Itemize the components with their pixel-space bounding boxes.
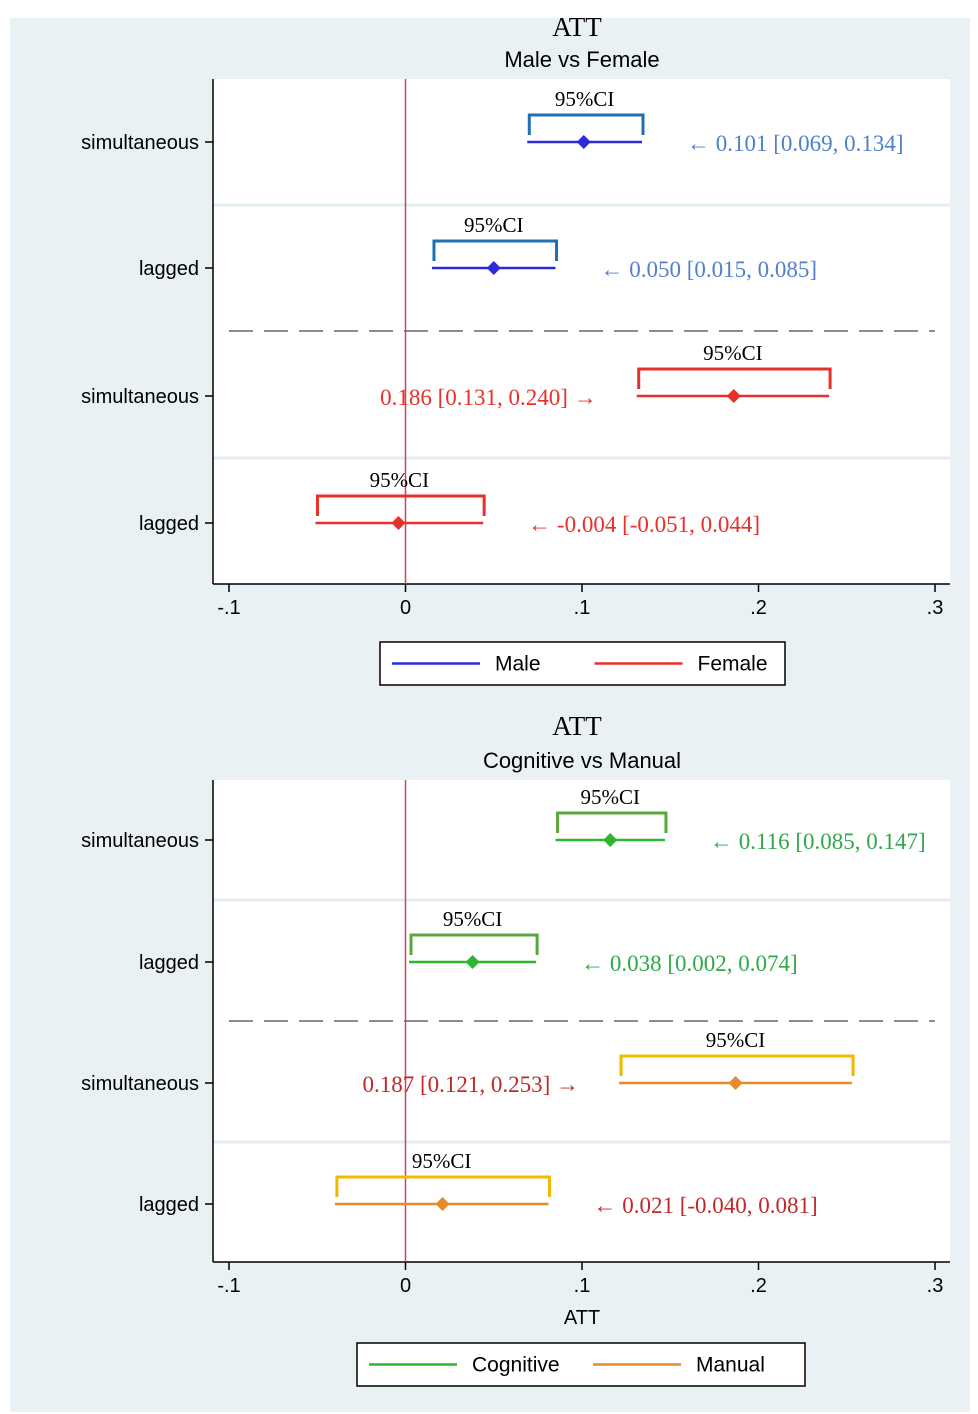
estimate-annotation: ← 0.038 [0.002, 0.074] bbox=[581, 951, 798, 976]
x-tick-label: .1 bbox=[574, 1275, 591, 1297]
x-axis-label: ATT bbox=[564, 1307, 600, 1329]
ci-bracket-label: 95%CI bbox=[412, 1149, 472, 1173]
y-tick-label: simultaneous bbox=[81, 386, 199, 408]
ci-bracket bbox=[527, 113, 645, 135]
y-tick-label: lagged bbox=[139, 1194, 199, 1216]
legend: Male Female bbox=[379, 641, 786, 686]
chart-subtitle: Cognitive vs Manual bbox=[483, 748, 681, 773]
x-tick-label: .1 bbox=[574, 597, 591, 619]
x-tick-label: 0 bbox=[400, 1275, 411, 1297]
x-tick-label: -.1 bbox=[217, 1275, 240, 1297]
estimate-row: simultaneous 95%CI ← 0.116 [0.085, 0.147] bbox=[81, 785, 926, 854]
chart-panel-2: -.1 0 .1 .2 .3 ATT Cognitive vs Manual ATT simul… bbox=[10, 711, 970, 1412]
point-estimate-marker bbox=[486, 261, 501, 275]
ci-bracket bbox=[335, 1175, 551, 1197]
x-tick-label: .2 bbox=[750, 1275, 767, 1297]
ci-bracket-label: 95%CI bbox=[443, 907, 503, 931]
point-estimate-marker bbox=[435, 1197, 450, 1211]
estimate-row: simultaneous 95%CI 0.187 [0.121, 0.253] → bbox=[81, 1028, 855, 1097]
ci-bracket bbox=[556, 811, 668, 833]
chart-panel-1: -.1 0 .1 .2 .3 ATT Male vs Female simultaneous 9… bbox=[10, 12, 970, 712]
ci-bracket bbox=[637, 367, 832, 389]
estimate-row: lagged 95%CI ← 0.038 [0.002, 0.074] bbox=[139, 907, 798, 976]
chart-subtitle: Male vs Female bbox=[504, 47, 659, 72]
y-tick-label: simultaneous bbox=[81, 830, 199, 852]
ci-bracket-label: 95%CI bbox=[555, 87, 615, 111]
estimate-annotation: 0.187 [0.121, 0.253] → bbox=[362, 1072, 579, 1097]
x-tick-label: .3 bbox=[927, 597, 944, 619]
legend-label: Manual bbox=[696, 1354, 765, 1377]
x-tick-label: .2 bbox=[750, 597, 767, 619]
y-tick-label: simultaneous bbox=[81, 132, 199, 154]
ci-bracket bbox=[619, 1054, 855, 1076]
legend: Cognitive Manual bbox=[356, 1342, 806, 1387]
ci-bracket-label: 95%CI bbox=[706, 1028, 766, 1052]
y-tick-label: lagged bbox=[139, 513, 199, 535]
legend-label: Cognitive bbox=[472, 1354, 560, 1377]
estimate-row: simultaneous 95%CI ← 0.101 [0.069, 0.134] bbox=[81, 87, 903, 156]
chart-title: ATT bbox=[552, 711, 602, 741]
point-estimate-marker bbox=[728, 1076, 743, 1090]
ci-bracket-label: 95%CI bbox=[370, 468, 430, 492]
estimate-annotation: ← 0.116 [0.085, 0.147] bbox=[710, 829, 926, 854]
estimate-annotation: ← 0.021 [-0.040, 0.081] bbox=[593, 1193, 817, 1218]
estimate-row: simultaneous 95%CI 0.186 [0.131, 0.240] → bbox=[81, 341, 832, 410]
legend-label: Female bbox=[698, 653, 768, 676]
estimate-annotation: 0.186 [0.131, 0.240] → bbox=[380, 385, 597, 410]
legend-label: Male bbox=[495, 653, 541, 676]
estimate-row: lagged 95%CI ← 0.021 [-0.040, 0.081] bbox=[139, 1149, 818, 1218]
y-tick-label: lagged bbox=[139, 952, 199, 974]
ci-bracket-label: 95%CI bbox=[464, 213, 524, 237]
ci-bracket bbox=[409, 933, 539, 955]
estimate-annotation: ← 0.050 [0.015, 0.085] bbox=[601, 257, 818, 282]
point-estimate-marker bbox=[465, 955, 480, 969]
ci-bracket-label: 95%CI bbox=[580, 785, 640, 809]
estimate-annotation: ← 0.101 [0.069, 0.134] bbox=[687, 131, 904, 156]
x-tick-label: 0 bbox=[400, 597, 411, 619]
x-tick-label: .3 bbox=[927, 1275, 944, 1297]
ci-bracket bbox=[315, 494, 486, 516]
point-estimate-marker bbox=[603, 833, 618, 847]
estimate-annotation: ← -0.004 [-0.051, 0.044] bbox=[528, 512, 760, 537]
x-tick-label: -.1 bbox=[217, 597, 240, 619]
ci-bracket bbox=[432, 239, 559, 261]
point-estimate-marker bbox=[391, 516, 406, 530]
point-estimate-marker bbox=[726, 389, 741, 403]
ci-bracket-label: 95%CI bbox=[703, 341, 763, 365]
y-tick-label: lagged bbox=[139, 258, 199, 280]
estimate-row: lagged 95%CI ← 0.050 [0.015, 0.085] bbox=[139, 213, 817, 282]
chart-title: ATT bbox=[552, 12, 602, 42]
legend-box bbox=[356, 1342, 806, 1387]
point-estimate-marker bbox=[576, 135, 591, 149]
estimate-row: lagged 95%CI ← -0.004 [-0.051, 0.044] bbox=[139, 468, 760, 537]
y-tick-label: simultaneous bbox=[81, 1073, 199, 1095]
